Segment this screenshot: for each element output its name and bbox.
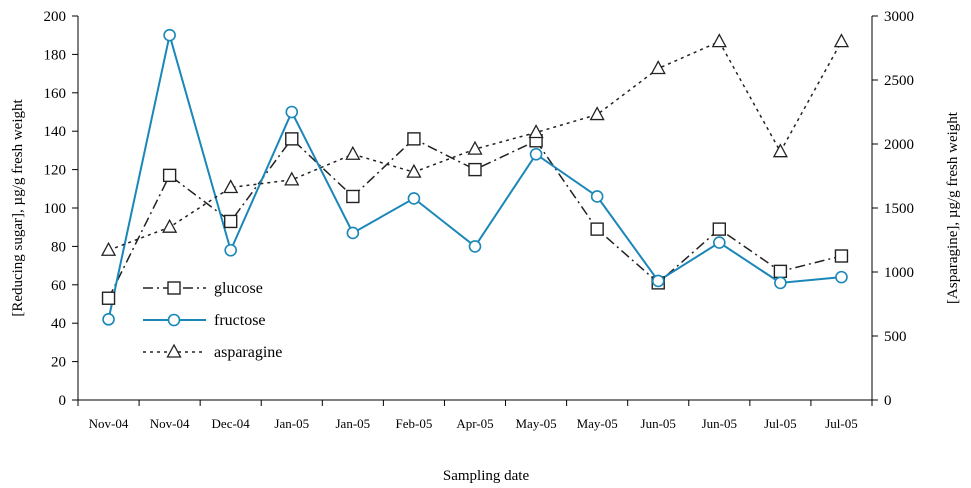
x-tick-label: Jun-05 [641, 416, 676, 431]
x-tick-label: Nov-04 [150, 416, 190, 431]
series-lines [107, 34, 843, 320]
y-tick-label-left: 40 [51, 316, 66, 332]
data-point-asparagine [650, 60, 666, 75]
legend-marker-asparagine [166, 343, 182, 358]
data-point-asparagine [162, 218, 178, 233]
data-point-asparagine [589, 106, 605, 121]
y-tick-label-left: 100 [44, 201, 67, 217]
data-point-glucose [346, 189, 360, 204]
legend: glucose fructose asparagine [143, 280, 282, 361]
data-point-asparagine [100, 241, 117, 256]
data-point-glucose [285, 132, 299, 146]
data-point-glucose [834, 249, 849, 263]
legend-marker-glucose [167, 281, 181, 295]
x-tick-label: Dec-04 [212, 416, 251, 431]
data-point-fructose [651, 274, 665, 288]
data-point-fructose [224, 243, 237, 257]
y-tick-label-left: 0 [59, 393, 67, 409]
data-point-fructose [590, 190, 604, 203]
data-point-asparagine [528, 124, 544, 139]
legend-marker-fructose [167, 313, 181, 327]
data-point-glucose [407, 132, 421, 146]
data-point-asparagine [284, 171, 300, 186]
x-tick-label: Jul-05 [764, 416, 797, 431]
data-point-fructose [835, 270, 848, 284]
data-point-glucose [223, 214, 238, 229]
y-tick-label-left: 80 [51, 239, 66, 255]
y-tick-label-left: 20 [51, 355, 66, 371]
data-point-asparagine [406, 163, 422, 178]
data-point-fructose [468, 240, 482, 253]
y-tick-label-left: 160 [44, 86, 67, 102]
y-tick-label-right: 2000 [884, 137, 914, 153]
x-tick-label: May-05 [515, 416, 556, 431]
y-tick-label-left: 60 [51, 278, 66, 294]
x-axis-ticks: Nov-04 Nov-04 Dec-04 Jan-05 Jan-05 Feb-05 Apr-… [77, 400, 873, 431]
right-axis-ticks: 0 500 1000 1500 2000 2500 3000 [872, 9, 914, 409]
data-point-asparagine [711, 33, 727, 48]
y-tick-label-right: 0 [884, 393, 892, 409]
data-point-fructose [285, 105, 299, 119]
series-markers [100, 28, 850, 326]
y-tick-label-right: 2500 [884, 73, 914, 89]
x-tick-label: Apr-05 [456, 416, 493, 431]
data-point-glucose [590, 222, 604, 236]
y-axis-label-right: [Asparagine], µg/g fresh weight [945, 111, 961, 304]
series-line-fructose [107, 34, 842, 320]
y-tick-label-left: 140 [44, 124, 67, 140]
axes [77, 16, 873, 401]
data-point-asparagine [223, 179, 239, 194]
data-point-fructose [407, 192, 421, 205]
data-point-glucose [712, 222, 727, 236]
data-point-asparagine [833, 33, 850, 48]
data-point-fructose [346, 226, 360, 240]
y-axis-label-left: [Reducing sugar], µg/g fresh weight [10, 99, 26, 317]
left-axis-ticks: 0 20 40 60 80 100 120 140 160 180 200 [44, 9, 78, 409]
y-tick-label-right: 1500 [884, 201, 914, 217]
x-tick-label: May-05 [577, 416, 618, 431]
y-tick-label-left: 180 [44, 47, 67, 63]
y-tick-label-right: 3000 [884, 9, 914, 25]
x-tick-label: Jun-05 [702, 416, 737, 431]
data-point-glucose [468, 162, 482, 177]
data-point-fructose [713, 236, 726, 249]
legend-label-fructose: fructose [214, 312, 266, 329]
y-tick-label-right: 1000 [884, 265, 914, 281]
x-tick-label: Nov-04 [89, 416, 129, 431]
data-point-glucose [101, 291, 116, 305]
y-tick-label-left: 120 [44, 163, 67, 179]
x-tick-label: Feb-05 [396, 416, 433, 431]
x-axis-label: Sampling date [443, 468, 530, 484]
legend-label-glucose: glucose [214, 280, 263, 297]
data-point-asparagine [772, 143, 788, 158]
data-point-asparagine [467, 140, 483, 155]
x-tick-label: Jan-05 [336, 416, 371, 431]
y-tick-label-right: 500 [884, 329, 907, 345]
x-tick-label: Jul-05 [825, 416, 858, 431]
data-point-asparagine [345, 145, 361, 160]
data-point-fructose [529, 147, 543, 161]
data-point-fructose [163, 28, 176, 42]
data-point-fructose [774, 276, 787, 290]
series-line-glucose [107, 137, 842, 299]
legend-label-asparagine: asparagine [214, 344, 282, 361]
data-point-fructose [102, 313, 115, 326]
data-point-glucose [773, 264, 788, 279]
data-point-glucose [162, 168, 177, 183]
y-tick-label-left: 200 [44, 9, 67, 25]
x-tick-label: Jan-05 [274, 416, 309, 431]
